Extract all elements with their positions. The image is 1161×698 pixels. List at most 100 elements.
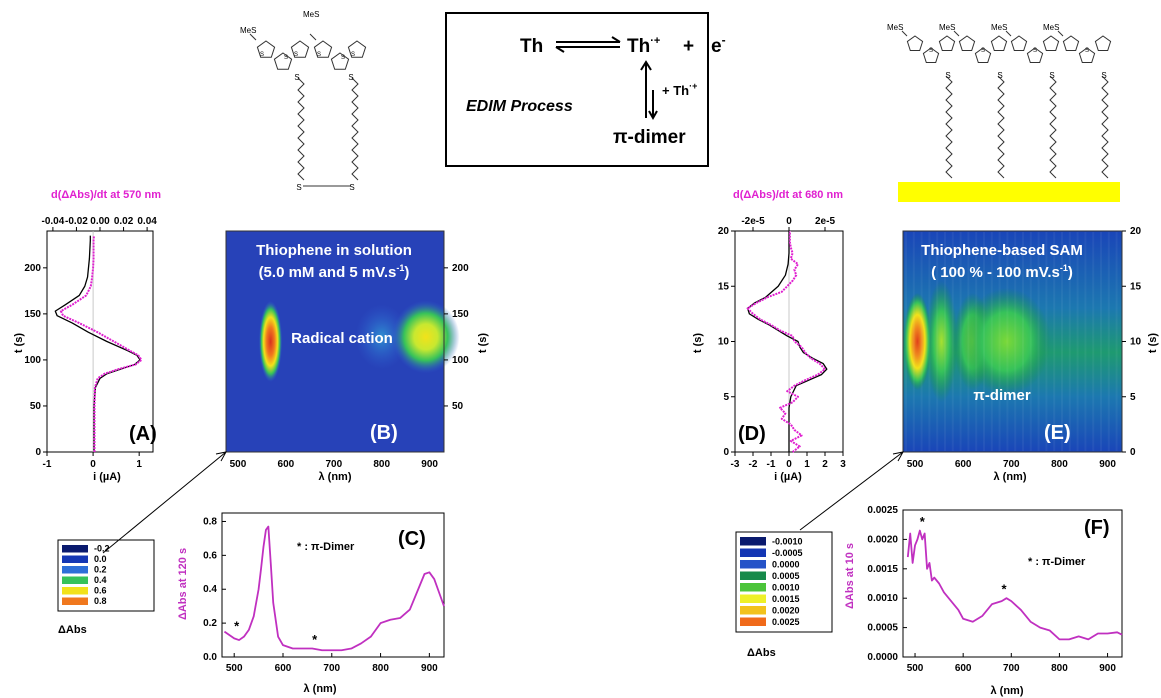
panel-f-xlabel: λ (nm) (991, 685, 1024, 697)
y-tick-label: 200 (24, 263, 41, 274)
top-tick-label: -2e-5 (741, 216, 765, 227)
peak-marker-1: * (920, 514, 926, 529)
bond (310, 34, 316, 40)
y-tick-label: 0 (723, 447, 729, 458)
x-tick-label: 3 (840, 459, 846, 470)
y-tick-label: 15 (1130, 281, 1142, 292)
colorbar-swatch (740, 572, 766, 581)
colorbar-label: 0.4 (94, 575, 107, 585)
panel-f-label: (F) (1084, 517, 1110, 539)
heatmap-feature-1 (904, 293, 932, 390)
panel-b-xlabel: λ (nm) (319, 471, 352, 483)
y-tick-label: 0.8 (203, 516, 217, 527)
scheme-electron: e- (711, 33, 726, 57)
mes-label: MeS (939, 23, 955, 32)
colorbar-swatch (62, 577, 88, 585)
colorbar-label: 0.0015 (772, 594, 800, 604)
x-tick-label: -1 (43, 459, 52, 470)
sulfur-label: S (1049, 71, 1054, 80)
y-tick-label: 0 (1130, 447, 1136, 458)
colorbar-swatch (62, 566, 88, 574)
y-tick-label: 10 (1130, 337, 1142, 348)
y-tick-label: 0.0010 (867, 593, 898, 604)
y-tick-label: 50 (30, 401, 42, 412)
reaction-scheme: Th Th·+ + e- + Th·+ EDIM Process π-dimer (446, 13, 726, 166)
colorbar-label: 0.0000 (772, 560, 800, 570)
x-tick-label: 700 (1003, 459, 1020, 470)
heatmap-streak (921, 232, 923, 451)
heatmap-streak (1100, 232, 1102, 451)
mes-label: MeS (991, 23, 1007, 32)
x-tick-label: -3 (731, 459, 740, 470)
y-tick-label: 0.0020 (867, 534, 898, 545)
y-tick-label: 100 (452, 355, 469, 366)
y-tick-label: 0.2 (203, 618, 217, 629)
series-line-2 (61, 236, 142, 452)
scheme-th: Th (520, 36, 543, 57)
colorbar-label: 0.0025 (772, 617, 800, 627)
top-tick-label: -0.02 (65, 216, 88, 227)
panel-b-label: (B) (370, 422, 398, 444)
colorbar-swatch (740, 595, 766, 604)
heatmap-feature-2 (392, 300, 459, 373)
thiophene-ring (1011, 36, 1026, 51)
x-tick-label: 0 (90, 459, 96, 470)
ring-s-label: S (1085, 48, 1089, 54)
top-tick-label: -0.04 (41, 216, 64, 227)
heatmap-streak (905, 232, 907, 451)
panel-e-xlabel: λ (nm) (994, 471, 1027, 483)
x-tick-label: 2 (822, 459, 828, 470)
colorbar-swatch (62, 587, 88, 595)
ring-s-label: S (929, 48, 933, 54)
ring-s-label-6: S (351, 52, 355, 58)
y-tick-label: 150 (24, 309, 41, 320)
panel-e-ylabel: t (s) (1147, 333, 1159, 354)
colorbar-label: 0.0020 (772, 606, 800, 616)
colorbar-swatch (740, 537, 766, 546)
spectrum-line-1 (908, 531, 1122, 640)
x-tick-label: 600 (278, 459, 295, 470)
ring-s-label-3: S (294, 52, 298, 58)
heatmap-streak (1108, 232, 1110, 451)
series-line-1 (55, 236, 140, 452)
y-tick-label: 50 (452, 401, 464, 412)
ring-s-label: S (1033, 48, 1037, 54)
ring-s-label-4: S (317, 52, 321, 58)
x-tick-label: 900 (1099, 663, 1116, 674)
y-tick-label: 0 (35, 447, 41, 458)
series-line-1 (748, 231, 827, 452)
thiophene-ring (959, 36, 974, 51)
panel-e: 500 600 700 800 90005101520 (903, 226, 1142, 470)
alkyl-chain (1050, 76, 1056, 178)
thiophene-ring (1043, 36, 1058, 51)
colorbar-swatch (62, 545, 88, 553)
pointer-line-right (800, 452, 903, 530)
panel-d-ylabel: t (s) (692, 333, 704, 354)
colorbar-right-title: ΔAbs (747, 647, 776, 659)
heatmap-streak (1077, 232, 1079, 451)
y-tick-label: 0.0005 (867, 623, 898, 634)
heatmap-streak (1092, 232, 1094, 451)
panel-c-legend: * : π-Dimer (297, 541, 355, 553)
panel-f-ylabel: ΔAbs at 10 s (844, 543, 856, 609)
sulfur-label: S (1101, 71, 1106, 80)
colorbar-swatch (740, 618, 766, 627)
sulfur-label: S (945, 71, 950, 80)
colorbar-swatch (740, 583, 766, 592)
panel-e-subtitle: ( 100 % - 100 mV.s-1) (931, 263, 1073, 281)
colorbar-swatch (62, 598, 88, 606)
peak-marker-2: * (1002, 581, 1008, 596)
molecule-right: MeS S S MeS S S MeS S S MeS S S (887, 23, 1111, 178)
x-tick-label: 600 (275, 663, 292, 674)
sulfur-label-1: S (294, 73, 299, 82)
colorbar-label: -0.2 (94, 544, 110, 554)
colorbar-label: -0.0005 (772, 548, 803, 558)
thiophene-ring (1095, 36, 1110, 51)
panel-d-xlabel: i (µA) (774, 471, 802, 483)
y-tick-label: 0.0000 (867, 652, 898, 663)
x-tick-label: -1 (767, 459, 776, 470)
top-tick-label: 0.04 (137, 216, 157, 227)
peak-marker-1: * (234, 619, 240, 634)
